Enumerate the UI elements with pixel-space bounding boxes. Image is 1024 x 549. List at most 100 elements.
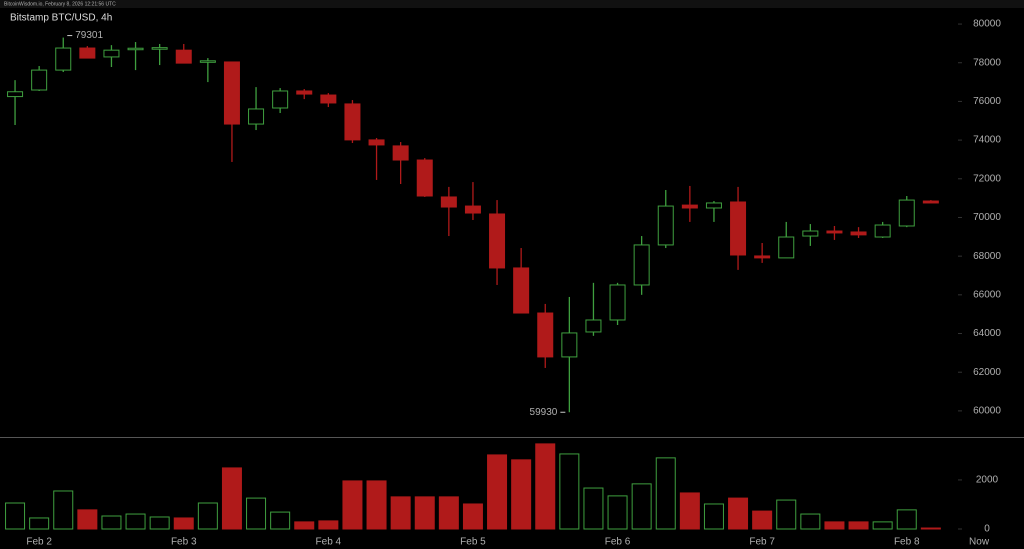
candle-body [609,284,626,321]
x-tick-label: Feb 7 [749,537,775,548]
candle-body [537,312,554,358]
candle-body [681,204,698,209]
x-tick-label: Feb 6 [605,537,631,548]
candle-body [730,201,747,256]
volume-bar [800,513,821,530]
header-bar [0,0,1024,8]
candle-body [657,205,674,246]
candle-body [368,139,385,146]
volume-bar [197,502,218,530]
x-tick-label: Feb 3 [171,537,197,548]
volume-bar [390,496,411,530]
y-tick-label: 66000 [973,289,1001,300]
volume-bar [631,483,652,530]
volume-bar [655,457,676,530]
candle-body [392,145,409,161]
volume-bar [294,521,315,530]
x-tick-label: Feb 4 [316,537,342,548]
volume-bar [535,443,556,530]
volume-bar [342,480,363,530]
volume-bar [125,513,146,530]
x-tick-label: Feb 8 [894,537,920,548]
candle-body [416,159,433,197]
volume-bar [487,454,508,530]
volume-bar [173,517,194,530]
y-tick-label: 72000 [973,173,1001,184]
volume-bar [5,502,26,530]
candle-body [103,49,120,58]
volume-bar [679,492,700,530]
candle-body [344,103,361,141]
y-tick-label: 64000 [973,328,1001,339]
candle-body [248,108,265,125]
volume-bar [462,503,483,530]
volume-bar [53,490,74,530]
volume-bar [29,517,50,530]
candle-body [151,47,168,50]
y-tick-label: 68000 [973,251,1001,262]
volume-bar [246,497,267,530]
candle-body [705,202,722,209]
volume-bar [366,480,387,530]
volume-bar [752,510,773,530]
y-tick-label: 62000 [973,367,1001,378]
y-tick-label: 78000 [973,57,1001,68]
candle-body [778,236,795,259]
y-tick-label: 76000 [973,96,1001,107]
volume-bar [511,459,532,530]
volume-bar [824,521,845,530]
candle-body [7,91,24,98]
volume-bar [848,521,869,530]
candle-body [320,94,337,104]
volume-bar [920,527,941,530]
candle-body [272,90,289,109]
volume-bar [559,453,580,530]
chart-title: Bitstamp BTC/USD, 4h [10,13,112,24]
candle-body [850,231,867,236]
y-tick-label: 0 [984,524,990,535]
candle-body [489,213,506,269]
candle-body [127,47,144,51]
x-tick-label: Feb 2 [26,537,52,548]
volume-bar [896,509,917,530]
candle-body [826,230,843,234]
volume-bar [270,511,291,530]
candle-body [754,255,771,259]
volume-bar [703,503,724,530]
volume-bar [77,509,98,530]
volume-bar [872,521,893,530]
candle-body [440,196,457,208]
candle-body [513,267,530,314]
volume-bar [101,515,122,530]
y-tick-label: 74000 [973,135,1001,146]
x-tick-label: Feb 5 [460,537,486,548]
volume-bar [583,487,604,530]
candle-body [922,200,939,204]
candle-body [199,60,216,63]
volume-bar [221,467,242,530]
high-annotation: 79301 [75,30,103,41]
x-tick-label: Now [969,537,990,548]
volume-bar [318,520,339,530]
candle-body [874,224,891,238]
y-tick-label: 70000 [973,212,1001,223]
candle-body [561,332,578,358]
candle-body [31,69,48,91]
candle-body [175,49,192,64]
candle-body [79,47,96,59]
volume-bar [776,499,797,530]
candle-body [898,199,915,227]
candle-body [802,230,819,237]
y-tick-label: 2000 [976,475,999,486]
y-tick-label: 60000 [973,406,1001,417]
low-annotation: 59930 [530,407,558,418]
candle-body [223,61,240,125]
y-tick-label: 80000 [973,19,1001,30]
volume-bar [728,497,749,530]
candle-body [55,47,72,71]
header-text: BitcoinWisdom.io, February 8, 2026 12:21… [4,1,116,7]
candle-body [633,244,650,286]
volume-bar [438,496,459,530]
